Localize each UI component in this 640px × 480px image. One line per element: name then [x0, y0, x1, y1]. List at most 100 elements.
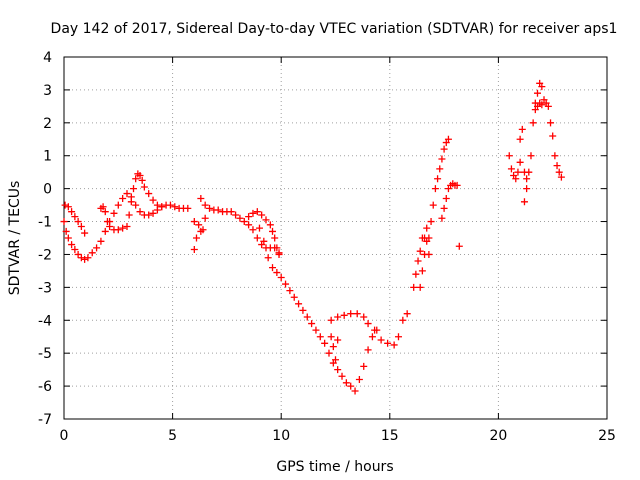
- x-tick-label: 20: [489, 428, 507, 444]
- data-point: [145, 211, 153, 219]
- data-point: [434, 175, 442, 183]
- y-tick-label: 1: [43, 149, 52, 165]
- data-point: [253, 234, 261, 242]
- data-point: [127, 198, 135, 206]
- data-point: [260, 237, 268, 245]
- data-point: [258, 211, 266, 219]
- data-point: [119, 224, 127, 232]
- data-point: [442, 195, 450, 203]
- data-point: [68, 208, 76, 216]
- data-point: [273, 269, 281, 277]
- data-point: [136, 171, 144, 179]
- data-point: [171, 203, 179, 211]
- data-point: [74, 250, 82, 258]
- data-point: [158, 203, 166, 211]
- data-point: [290, 293, 298, 301]
- data-point: [438, 214, 446, 222]
- data-point: [199, 226, 207, 234]
- data-point: [232, 211, 240, 219]
- data-point: [455, 242, 463, 250]
- data-point: [93, 244, 101, 252]
- data-point: [538, 101, 546, 109]
- data-point: [110, 209, 118, 217]
- data-point: [249, 209, 257, 217]
- data-point: [140, 183, 148, 191]
- data-point: [327, 333, 335, 341]
- x-tick-label: 15: [381, 428, 399, 444]
- data-point: [68, 241, 76, 249]
- data-point: [384, 339, 392, 347]
- data-point: [377, 336, 385, 344]
- data-point: [119, 195, 127, 203]
- data-point: [123, 190, 131, 198]
- data-point: [192, 234, 200, 242]
- data-point: [360, 313, 368, 321]
- data-point: [269, 227, 277, 235]
- data-point: [149, 209, 157, 217]
- data-point: [523, 175, 531, 183]
- data-point: [425, 250, 433, 258]
- data-point: [544, 102, 552, 110]
- data-point: [329, 343, 337, 351]
- data-point: [342, 379, 350, 387]
- data-point: [249, 226, 257, 234]
- data-point: [61, 201, 69, 209]
- y-tick-label: -4: [38, 313, 52, 329]
- data-point: [125, 211, 133, 219]
- y-tick-label: -7: [38, 412, 52, 428]
- data-point: [166, 201, 174, 209]
- data-point: [427, 218, 435, 226]
- data-point: [403, 310, 411, 318]
- data-point: [438, 155, 446, 163]
- data-point: [325, 349, 333, 357]
- data-point: [518, 125, 526, 133]
- data-point: [271, 234, 279, 242]
- data-points: [60, 79, 565, 395]
- data-point: [353, 310, 361, 318]
- data-point: [266, 221, 274, 229]
- data-point: [355, 376, 363, 384]
- data-point: [273, 244, 281, 252]
- y-tick-label: -3: [38, 280, 52, 296]
- y-tick-label: 2: [43, 116, 52, 132]
- data-point: [364, 320, 372, 328]
- data-point: [264, 254, 272, 262]
- data-point: [453, 181, 461, 189]
- data-point: [60, 218, 68, 226]
- data-point: [277, 273, 285, 281]
- data-point: [190, 246, 198, 254]
- x-axis-label: GPS time / hours: [276, 459, 393, 475]
- y-tick-label: -2: [38, 247, 52, 263]
- data-point: [416, 283, 424, 291]
- data-point: [88, 249, 96, 257]
- data-point: [103, 218, 111, 226]
- data-point: [505, 152, 513, 160]
- data-point: [130, 185, 138, 193]
- data-point: [334, 336, 342, 344]
- data-point: [114, 201, 122, 209]
- data-point: [308, 320, 316, 328]
- data-point: [255, 224, 263, 232]
- data-point: [347, 310, 355, 318]
- data-point: [368, 333, 376, 341]
- data-point: [303, 313, 311, 321]
- data-point: [97, 237, 105, 245]
- data-point: [423, 237, 431, 245]
- data-point: [394, 333, 402, 341]
- data-point: [390, 341, 398, 349]
- data-point: [418, 267, 426, 275]
- data-point: [436, 165, 444, 173]
- data-point: [557, 173, 565, 181]
- data-point: [440, 204, 448, 212]
- y-tick-label: 0: [43, 182, 52, 198]
- data-point: [269, 264, 277, 272]
- data-point: [81, 255, 89, 263]
- y-tick-label: 3: [43, 83, 52, 99]
- data-point: [245, 221, 253, 229]
- data-point: [423, 224, 431, 232]
- data-point: [295, 300, 303, 308]
- data-point: [520, 198, 528, 206]
- data-point: [236, 214, 244, 222]
- data-point: [64, 234, 72, 242]
